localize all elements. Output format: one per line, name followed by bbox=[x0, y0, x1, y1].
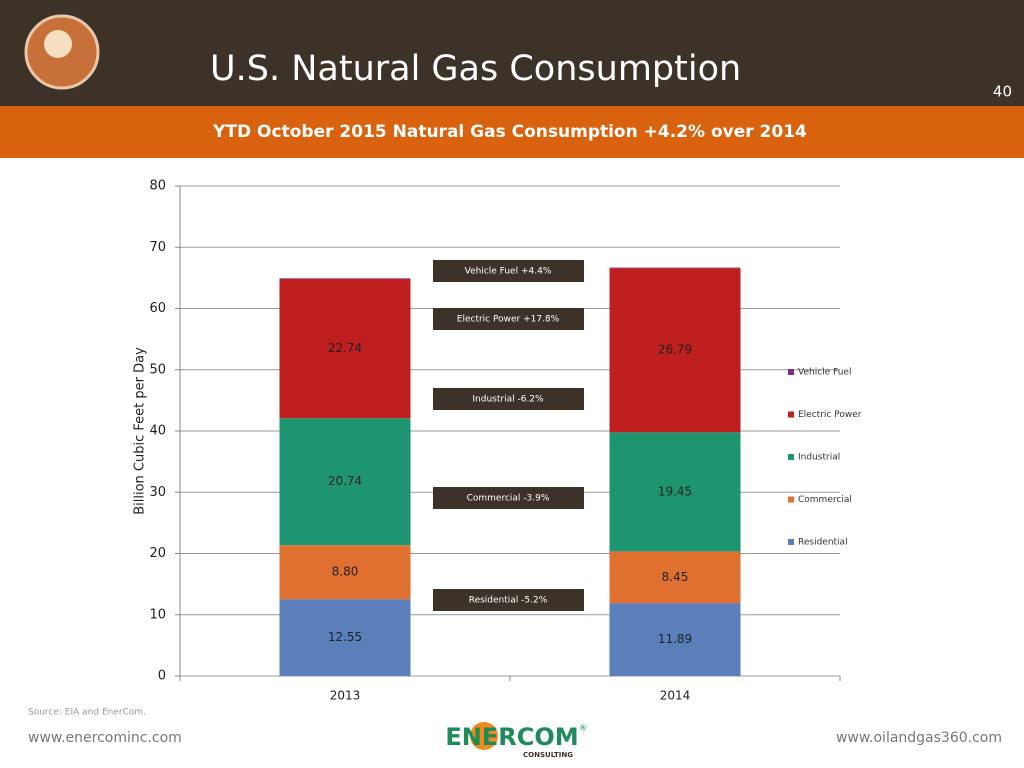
y-tick-label: 30 bbox=[149, 485, 166, 500]
y-tick-label: 0 bbox=[158, 669, 166, 684]
source: Source: EIA and EnerCom. bbox=[28, 708, 146, 718]
legend-swatch bbox=[788, 369, 794, 375]
footer-right-url: www.oilandgas360.com bbox=[836, 730, 1002, 746]
bar-segment bbox=[279, 599, 411, 676]
y-tick-label: 40 bbox=[149, 424, 166, 439]
header-band bbox=[0, 0, 1024, 106]
annotation: Residential -5.2% bbox=[469, 596, 548, 606]
annotation: Industrial -6.2% bbox=[472, 395, 544, 405]
slide-title: U.S. Natural Gas Consumption bbox=[210, 49, 741, 89]
data-label: 8.80 bbox=[332, 565, 359, 579]
data-label: 11.89 bbox=[658, 632, 692, 646]
y-tick-label: 50 bbox=[149, 362, 166, 377]
data-label: 12.55 bbox=[328, 630, 362, 644]
y-axis-label: Billion Cubic Feet per Day bbox=[133, 347, 148, 515]
globe-highlight bbox=[44, 30, 72, 58]
bar-segment bbox=[279, 418, 411, 546]
bar-segment bbox=[609, 267, 741, 269]
y-tick-label: 70 bbox=[149, 240, 166, 255]
legend-label: Electric Power bbox=[798, 410, 862, 420]
logo-mark: ® bbox=[579, 724, 587, 733]
legend-label: Residential bbox=[798, 538, 848, 548]
legend-label: Industrial bbox=[798, 453, 840, 463]
data-label: 26.79 bbox=[658, 343, 692, 357]
bar-segment bbox=[609, 432, 741, 552]
logo-subtext: CONSULTING bbox=[523, 751, 573, 759]
annotation-box bbox=[433, 487, 584, 509]
annotation: Electric Power +17.8% bbox=[457, 315, 560, 325]
annotation-box bbox=[433, 589, 584, 611]
y-tick-label: 80 bbox=[149, 179, 166, 194]
legend-swatch bbox=[788, 411, 794, 418]
legend-swatch bbox=[788, 454, 794, 460]
legend-swatch bbox=[788, 539, 794, 545]
data-label: 22.74 bbox=[328, 341, 362, 355]
page-number: 40 bbox=[993, 83, 1012, 101]
y-tick-label: 60 bbox=[149, 301, 166, 316]
annotation: Commercial -3.9% bbox=[467, 494, 550, 504]
data-label: 19.45 bbox=[658, 484, 692, 498]
annotation-box bbox=[433, 260, 584, 282]
annotation-box bbox=[433, 388, 584, 410]
legend-label: Vehicle Fuel bbox=[798, 368, 851, 378]
bar-segment bbox=[609, 551, 741, 604]
y-tick-label: 10 bbox=[149, 607, 166, 622]
bar-segment bbox=[609, 603, 741, 676]
legend-swatch bbox=[788, 496, 794, 503]
annotation-box bbox=[433, 308, 584, 330]
subtitle: YTD October 2015 Natural Gas Consumption… bbox=[212, 122, 807, 142]
x-tick-label: 2014 bbox=[660, 689, 691, 703]
data-label: 20.74 bbox=[328, 474, 362, 488]
subtitle-band bbox=[0, 106, 1024, 158]
data-label: 8.45 bbox=[662, 570, 689, 584]
logo-star bbox=[470, 722, 498, 750]
logo-text: ENERCOM bbox=[445, 723, 578, 751]
bar-segment bbox=[279, 278, 411, 279]
y-tick-label: 20 bbox=[149, 546, 166, 561]
legend-label: Commercial bbox=[798, 495, 852, 505]
footer-left-url: www.enercominc.com bbox=[28, 730, 182, 746]
bar-segment bbox=[279, 278, 411, 419]
annotation: Vehicle Fuel +4.4% bbox=[465, 267, 552, 277]
x-tick-label: 2013 bbox=[330, 689, 361, 703]
bar-segment bbox=[609, 268, 741, 433]
bar-segment bbox=[279, 545, 411, 600]
